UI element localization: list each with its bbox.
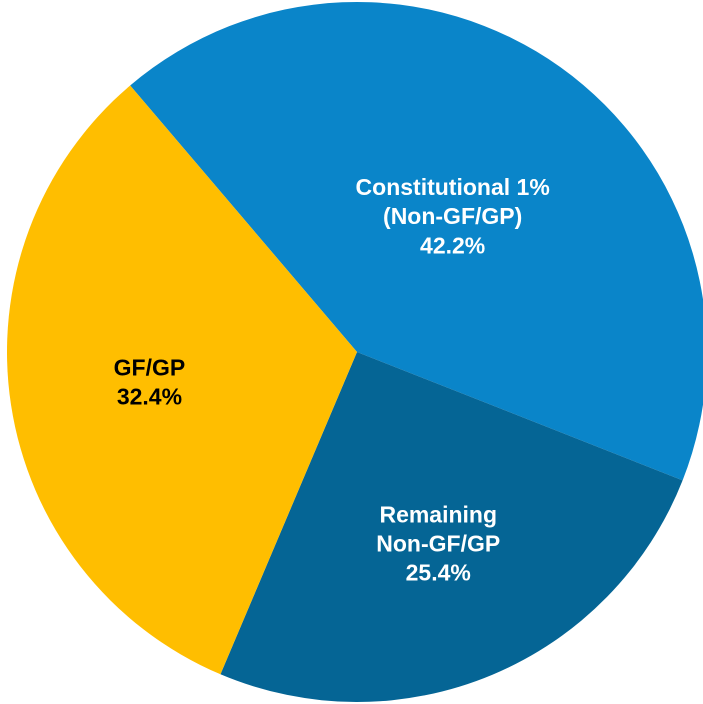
value-label: 25.4% <box>406 560 471 586</box>
value-label: 32.4% <box>117 383 182 409</box>
label-line: (Non-GF/GP) <box>383 203 522 229</box>
pie-slice <box>6 85 358 675</box>
slice-label: GF/GP <box>114 354 186 380</box>
pie-slice <box>220 352 683 702</box>
slice-label: Remaining Non-GF/GP <box>376 502 500 557</box>
label-line: Non-GF/GP <box>376 531 500 557</box>
label-line: GF/GP <box>114 354 186 380</box>
label-line: Remaining <box>379 502 497 528</box>
label-line: Constitutional 1% <box>356 174 550 200</box>
pie-slice <box>130 2 703 481</box>
slice-label: Constitutional 1% (Non-GF/GP) <box>356 174 550 229</box>
value-label: 42.2% <box>420 232 485 258</box>
